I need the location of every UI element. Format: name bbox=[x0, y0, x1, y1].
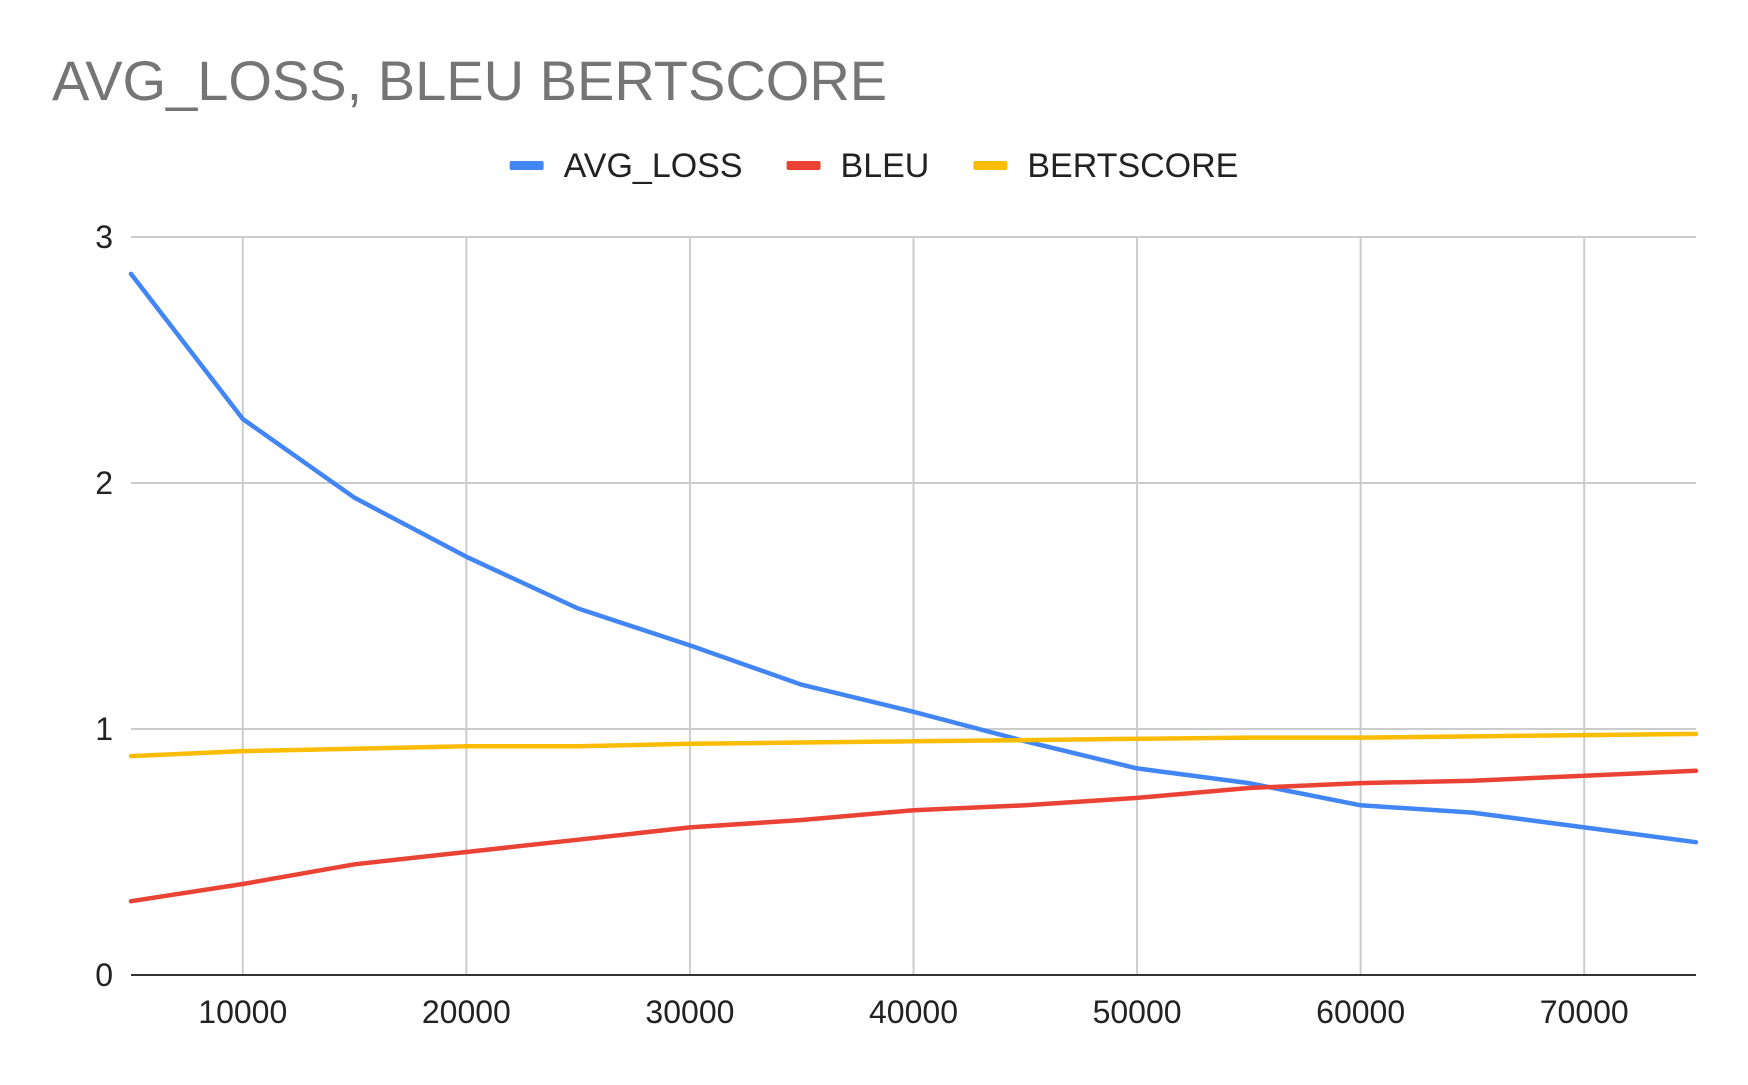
series-lines bbox=[128, 271, 1699, 904]
legend-label-avg-loss: AVG_LOSS bbox=[564, 147, 743, 185]
x-tick-label-60000: 60000 bbox=[1316, 994, 1405, 1030]
y-tick-label-0: 0 bbox=[95, 957, 113, 993]
gridlines bbox=[131, 236, 1696, 976]
x-tick-label-10000: 10000 bbox=[198, 994, 287, 1030]
chart-title: AVG_LOSS, BLEU BERTSCORE bbox=[52, 49, 887, 112]
y-tick-label-1: 1 bbox=[95, 711, 113, 747]
y-tick-label-2: 2 bbox=[95, 465, 113, 501]
series-line-avg-loss bbox=[128, 271, 1699, 845]
x-axis-ticks: 10000 20000 30000 40000 50000 60000 70000 bbox=[198, 994, 1628, 1030]
x-tick-label-20000: 20000 bbox=[422, 994, 511, 1030]
legend-swatch-bleu bbox=[786, 161, 821, 170]
x-tick-label-40000: 40000 bbox=[869, 994, 958, 1030]
y-axis-ticks: 0 1 2 3 bbox=[95, 219, 113, 993]
x-tick-label-30000: 30000 bbox=[645, 994, 734, 1030]
legend-swatch-avg-loss bbox=[509, 161, 544, 170]
legend-label-bleu: BLEU bbox=[841, 147, 930, 185]
x-tick-label-70000: 70000 bbox=[1540, 994, 1629, 1030]
y-tick-label-3: 3 bbox=[95, 219, 113, 255]
x-tick-label-50000: 50000 bbox=[1093, 994, 1182, 1030]
series-line-bleu bbox=[128, 768, 1699, 904]
series-line-bertscore bbox=[128, 731, 1699, 759]
legend-label-bertscore: BERTSCORE bbox=[1027, 147, 1238, 185]
legend-swatch-bertscore bbox=[973, 161, 1008, 170]
legend: AVG_LOSS BLEU BERTSCORE bbox=[509, 147, 1238, 185]
